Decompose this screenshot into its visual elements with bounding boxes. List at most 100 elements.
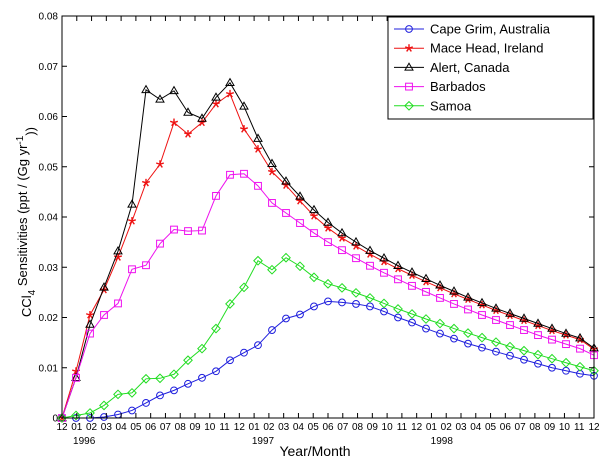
data-point [366, 261, 374, 270]
x-tick-label: 02 [86, 422, 98, 433]
x-tick-label: 10 [559, 422, 571, 433]
legend: Cape Grim, Australia Mace Head, Ireland Al… [387, 16, 594, 120]
x-tick-label: 05 [308, 422, 320, 433]
x-tick-label: 02 [263, 422, 275, 433]
data-point [379, 253, 389, 262]
data-point [505, 308, 515, 317]
data-point [71, 372, 81, 382]
x-tick-label: 01 [249, 422, 261, 433]
data-point [520, 355, 528, 364]
x-tick-label: 12 [588, 422, 600, 433]
data-point [435, 280, 445, 289]
data-point [282, 314, 290, 323]
data-point [225, 89, 235, 98]
star-arm [225, 91, 231, 95]
data-point [141, 373, 151, 384]
data-point [184, 379, 192, 388]
data-point [296, 219, 304, 227]
data-point [449, 323, 459, 334]
data-point [547, 353, 557, 364]
legend-entry: Alert, Canada [394, 60, 510, 75]
data-point [155, 160, 165, 168]
star-arm [183, 132, 189, 135]
data-point [351, 236, 361, 246]
data-point [253, 133, 263, 142]
legend-entry: Mace Head, Ireland [394, 41, 543, 56]
data-point [268, 326, 276, 334]
x-tick-label: 09 [544, 422, 556, 433]
star-arm [169, 120, 175, 124]
series [58, 169, 598, 422]
x-tick-label: 12 [411, 422, 423, 433]
x-tick-label: 09 [189, 422, 201, 433]
y-axis-title-subscript: 4 [27, 289, 38, 295]
y-axis-title-part: )) [23, 127, 38, 136]
x-tick-label: 01 [71, 422, 83, 433]
data-point [575, 361, 585, 372]
data-point [198, 226, 206, 235]
data-point [99, 400, 109, 411]
data-point [338, 246, 346, 255]
y-axis-title-superscript: -1 [15, 135, 26, 144]
data-point [506, 351, 514, 360]
data-point [323, 224, 333, 232]
data-point [337, 227, 347, 237]
data-point [380, 268, 388, 277]
data-point [309, 272, 319, 283]
data-point [534, 359, 542, 368]
x-tick-label: 04 [293, 422, 305, 433]
data-point [267, 158, 277, 167]
data-point [463, 328, 473, 338]
data-point [464, 305, 472, 314]
data-point [268, 199, 276, 207]
data-point [324, 238, 332, 247]
data-point [405, 82, 413, 91]
legend-label: Samoa [430, 98, 472, 113]
x-year-label: 1998 [431, 436, 454, 447]
data-point [436, 329, 444, 338]
data-point [239, 125, 249, 133]
data-point [407, 267, 417, 276]
series [57, 252, 599, 423]
x-tick-label: 06 [500, 422, 512, 433]
legend-label: Alert, Canada [430, 60, 510, 75]
data-point [491, 303, 501, 312]
x-tick-label: 06 [145, 422, 157, 433]
data-point [421, 314, 431, 324]
data-point [142, 399, 150, 407]
data-point [449, 286, 459, 295]
y-tick-label: 0.08 [39, 12, 59, 23]
data-point [71, 410, 81, 421]
data-point [198, 373, 206, 382]
x-tick-label: 11 [574, 422, 585, 433]
x-tick-label: 07 [337, 422, 349, 433]
data-point [561, 357, 571, 368]
data-point [352, 300, 360, 308]
data-point [309, 204, 319, 214]
data-point [338, 298, 346, 307]
data-point [170, 386, 178, 395]
data-point [337, 282, 347, 293]
data-point [142, 261, 150, 270]
star-arm [267, 169, 273, 173]
data-point [492, 316, 500, 324]
legend-box [387, 16, 594, 120]
data-point [575, 332, 585, 342]
x-tick-label: 02 [441, 422, 453, 433]
series-line [62, 300, 595, 419]
data-point [197, 113, 207, 122]
data-point [240, 348, 248, 357]
legend-label: Cape Grim, Australia [430, 22, 551, 37]
data-point [211, 323, 221, 334]
x-tick-label: 04 [470, 422, 482, 433]
data-point [211, 92, 221, 101]
data-point [85, 319, 95, 328]
data-point [394, 275, 402, 284]
data-point [450, 334, 458, 343]
data-point [127, 217, 137, 225]
data-point [548, 335, 556, 344]
data-point [422, 287, 430, 296]
y-axis-title: CCl4 Sensitivities (ppt / (Gg yr-1)) [15, 127, 38, 317]
data-point [548, 363, 556, 372]
